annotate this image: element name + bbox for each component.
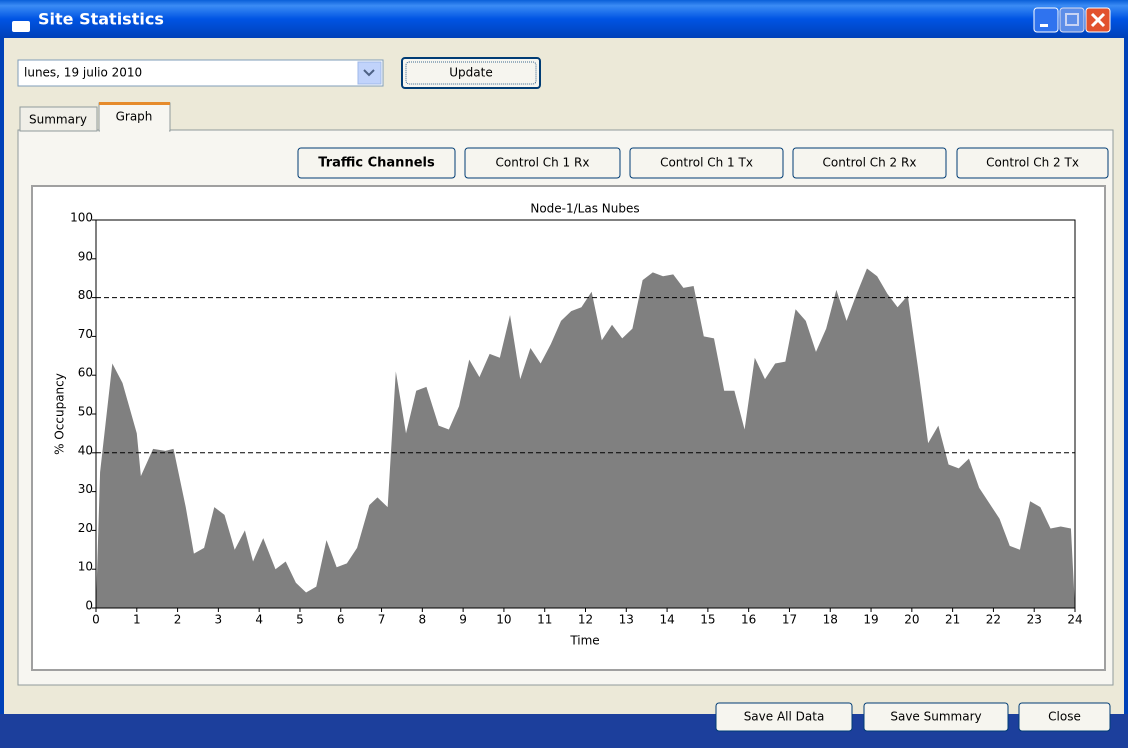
button-label: Save All Data — [744, 710, 825, 724]
x-tick-label: 16 — [741, 613, 756, 627]
update-button[interactable] — [401, 57, 541, 89]
x-tick-label: 11 — [537, 613, 552, 627]
button-label: Traffic Channels — [318, 156, 435, 171]
x-tick-label: 24 — [1067, 613, 1082, 627]
x-tick-label: 18 — [823, 613, 838, 627]
tab-label: Graph — [116, 110, 153, 124]
y-tick-label: 0 — [85, 599, 93, 613]
x-tick-label: 5 — [296, 613, 304, 627]
date-combo[interactable] — [17, 59, 384, 87]
y-tick-label: 30 — [78, 482, 93, 496]
chart-title: Node-1/Las Nubes — [530, 202, 639, 216]
x-tick-label: 14 — [659, 613, 674, 627]
x-tick-label: 8 — [419, 613, 427, 627]
y-tick-label: 40 — [78, 443, 93, 457]
y-tick-label: 90 — [78, 249, 93, 263]
y-tick-label: 70 — [78, 327, 93, 341]
y-axis-label: % Occupancy — [53, 373, 67, 455]
update-label: Update — [449, 66, 492, 80]
x-tick-label: 13 — [619, 613, 634, 627]
area — [96, 268, 1075, 608]
x-tick-label: 1 — [133, 613, 141, 627]
button[interactable] — [863, 702, 1009, 732]
tab-graph[interactable] — [98, 102, 171, 132]
x-tick-label: 21 — [945, 613, 960, 627]
close-button[interactable] — [1085, 7, 1111, 33]
x-tick-label: 17 — [782, 613, 797, 627]
date-text: lunes, 19 julio 2010 — [24, 66, 142, 80]
button-label: Control Ch 1 Rx — [496, 156, 590, 170]
x-tick-label: 4 — [255, 613, 263, 627]
window-title: Site Statistics — [38, 10, 164, 29]
tab-label: Summary — [29, 113, 87, 127]
button-label: Control Ch 2 Rx — [823, 156, 917, 170]
x-tick-label: 10 — [496, 613, 511, 627]
y-tick-label: 20 — [78, 521, 93, 535]
x-tick-label: 22 — [986, 613, 1001, 627]
x-axis-label: Time — [569, 634, 599, 648]
left-border — [0, 38, 4, 718]
x-tick-label: 2 — [174, 613, 182, 627]
button[interactable] — [1018, 702, 1111, 732]
button-label: Save Summary — [890, 710, 981, 724]
x-tick-label: 15 — [700, 613, 715, 627]
x-tick-label: 0 — [92, 613, 100, 627]
button-label: Close — [1048, 710, 1081, 724]
y-tick-label: 50 — [78, 405, 93, 419]
button[interactable] — [464, 147, 621, 179]
y-tick-label: 100 — [70, 211, 93, 225]
button-label: Control Ch 1 Tx — [660, 156, 753, 170]
button[interactable] — [629, 147, 784, 179]
x-tick-label: 20 — [904, 613, 919, 627]
y-tick-label: 60 — [78, 366, 93, 380]
maximize-button — [1059, 7, 1085, 33]
x-tick-label: 9 — [459, 613, 467, 627]
minimize-button[interactable] — [1033, 7, 1059, 33]
x-tick-label: 19 — [863, 613, 878, 627]
button[interactable] — [792, 147, 947, 179]
app-icon — [12, 21, 30, 32]
right-border — [1124, 38, 1128, 718]
button[interactable] — [715, 702, 853, 732]
y-tick-label: 80 — [78, 288, 93, 302]
x-tick-label: 6 — [337, 613, 345, 627]
button-label: Control Ch 2 Tx — [986, 156, 1079, 170]
x-tick-label: 7 — [378, 613, 386, 627]
x-tick-label: 12 — [578, 613, 593, 627]
x-tick-label: 23 — [1027, 613, 1042, 627]
button[interactable] — [297, 147, 456, 179]
button[interactable] — [956, 147, 1109, 179]
tab-summary[interactable] — [19, 106, 98, 132]
x-tick-label: 3 — [215, 613, 223, 627]
y-tick-label: 10 — [78, 560, 93, 574]
title-bar — [0, 0, 1128, 38]
